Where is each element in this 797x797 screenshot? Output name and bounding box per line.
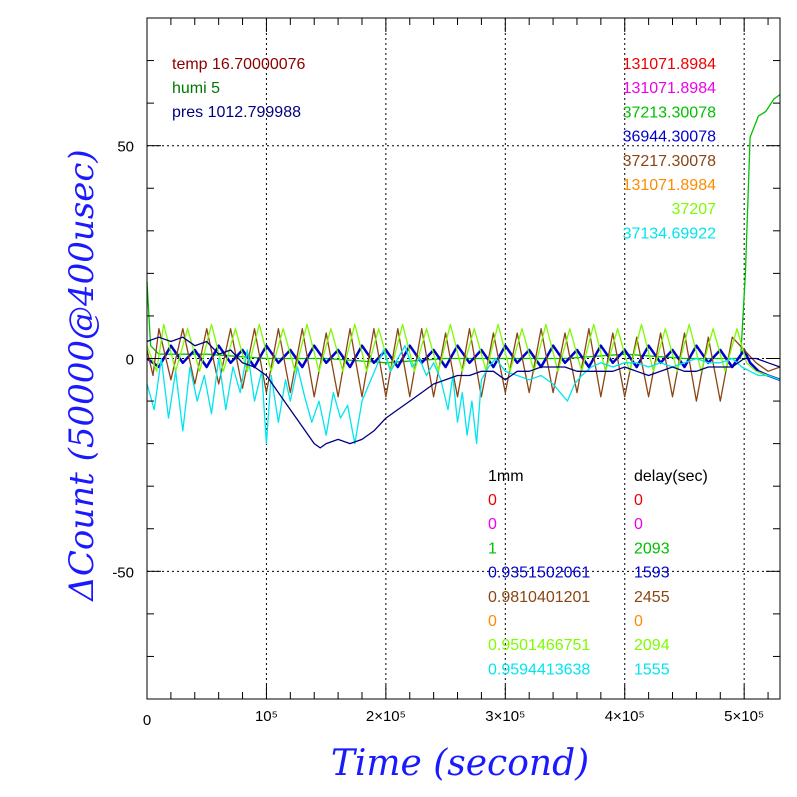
table-header-mm: 1mm: [488, 468, 524, 485]
x-axis-label: Time (second): [331, 743, 589, 784]
x-tick-label: 0: [143, 712, 151, 729]
env-readout-line: pres 1012.799988: [172, 104, 301, 121]
count-value: 131071.8984: [623, 56, 717, 73]
table-mm-value: 0.9810401201: [488, 589, 590, 606]
table-delay-value: 1555: [634, 661, 670, 678]
table-mm-value: 0: [488, 613, 497, 630]
table-header-delay: delay(sec): [634, 468, 708, 485]
environment-readout: temp 16.70000076 humi 5 pres 1012.799988: [172, 56, 306, 121]
x-tick-label: 3×10⁵: [485, 708, 525, 725]
table-delay-value: 1593: [634, 565, 670, 582]
count-value: 131071.8984: [623, 80, 717, 97]
y-tick-label: 50: [117, 139, 134, 156]
x-tick-label: 10⁵: [255, 708, 278, 725]
count-readout: 131071.8984 131071.8984 37213.30078 36944.3…: [623, 56, 717, 242]
table-mm-value: 0.9594413638: [488, 661, 590, 678]
x-tick-label: 5×10⁵: [724, 708, 764, 725]
axis-ticks: [146, 17, 780, 700]
table-mm-value: 0: [488, 516, 497, 533]
x-tick-label: 4×10⁵: [605, 708, 645, 725]
tick-labels: 0 10⁵ 2×10⁵ 3×10⁵ 4×10⁵ 5×10⁵ -50 0 50: [112, 139, 764, 729]
table-mm-value: 1: [488, 540, 497, 557]
table-delay-value: 2094: [634, 637, 670, 654]
count-value: 37217.30078: [623, 153, 717, 170]
series-line-7: [146, 345, 781, 445]
y-tick-label: 0: [126, 352, 134, 369]
env-readout-line: humi 5: [172, 80, 220, 97]
env-readout-line: temp 16.70000076: [172, 56, 306, 73]
count-value: 37134.69922: [623, 225, 717, 242]
series-line-8: [146, 336, 781, 449]
table-delay-value: 0: [634, 516, 643, 533]
count-value: 131071.8984: [623, 177, 717, 194]
table-delay-value: 2093: [634, 540, 670, 557]
x-tick-label: 2×10⁵: [366, 708, 406, 725]
count-value: 36944.30078: [623, 129, 717, 146]
table-mm-value: 0.9501466751: [488, 637, 590, 654]
count-value: 37207: [672, 201, 717, 218]
y-axis-label: ΔCount (50000@400usec): [62, 149, 102, 602]
table-mm-value: 0.9351502061: [488, 565, 590, 582]
table-delay-value: 2455: [634, 589, 670, 606]
table-mm-value: 0: [488, 492, 497, 509]
series-line-4: [146, 328, 781, 402]
table-delay-value: 0: [634, 492, 643, 509]
y-tick-label: -50: [112, 564, 134, 581]
table-delay-value: 0: [634, 613, 643, 630]
count-value: 37213.30078: [623, 104, 717, 121]
series-table: 1mm delay(sec) 0 0 0 0 1 2093 0.9351502061 1593 0.…: [488, 468, 708, 678]
series-line-6: [146, 323, 781, 381]
series-lines: [146, 94, 781, 449]
